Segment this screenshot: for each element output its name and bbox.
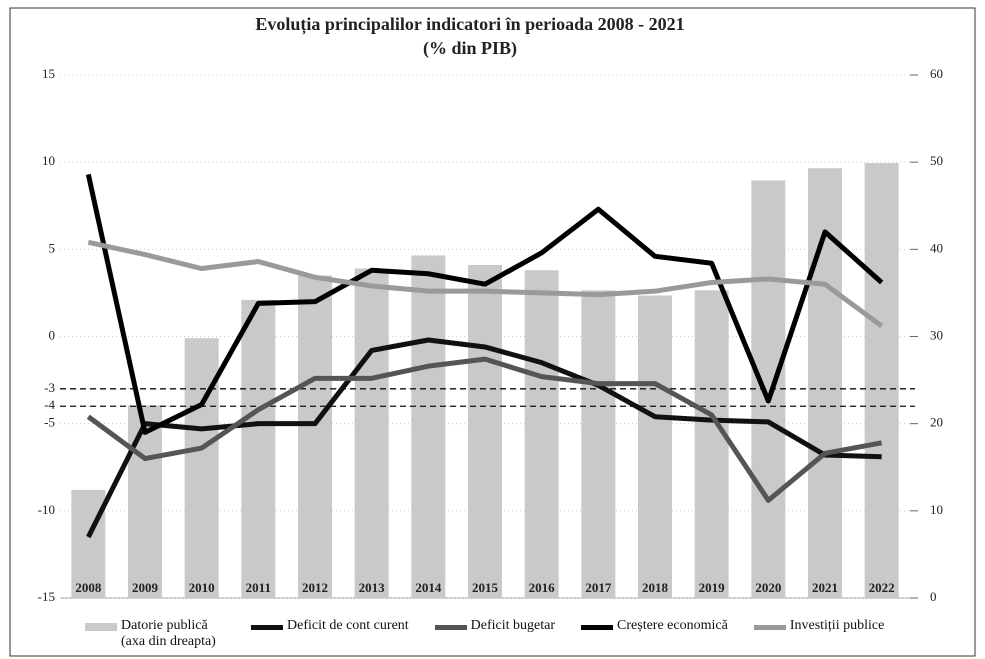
bar [298, 275, 332, 598]
line [85, 173, 884, 435]
chart-title: Evoluția principalilor indicatori în per… [255, 14, 684, 35]
y-tick-label: 5 [49, 240, 56, 255]
chart-subtitle: (% din PIB) [423, 38, 517, 59]
line [87, 239, 884, 329]
legend-item: Investiții publice [753, 618, 885, 650]
legend-swatch [581, 625, 614, 630]
legend-item: Deficit bugetar [434, 618, 556, 650]
legend-label: Deficit bugetar [470, 618, 556, 633]
y-tick-label: -15 [38, 589, 55, 604]
legend-item: Creștere economică [581, 618, 728, 650]
legend-item: Deficit de cont curent [251, 618, 409, 650]
bar [241, 299, 276, 598]
bar [468, 265, 502, 598]
x-tick-label: 2020 [755, 580, 781, 595]
x-tick-label: 2016 [529, 580, 556, 595]
x-tick-label: 2019 [699, 580, 726, 595]
y-tick-label: 10 [42, 153, 55, 168]
x-tick-label: 2013 [359, 580, 386, 595]
line [86, 356, 883, 503]
y-tick-label: -5 [44, 415, 55, 430]
legend-swatch [753, 625, 786, 630]
x-tick-label: 2008 [75, 580, 102, 595]
legend: Datorie publică (axa din dreapta) Deficit… [85, 618, 925, 650]
x-tick-label: 2009 [132, 580, 159, 595]
x-tick-label: 2021 [812, 580, 838, 595]
y2-tick-label: 40 [930, 240, 943, 255]
legend-item: Datorie publică (axa din dreapta) [85, 618, 225, 650]
legend-swatch [251, 625, 283, 630]
y2-tick-label: 10 [930, 502, 943, 517]
y2-tick-label: 20 [930, 415, 943, 430]
bar [71, 489, 106, 598]
y-tick-label: -4 [44, 397, 55, 412]
x-tick-label: 2018 [642, 580, 669, 595]
y2-tick-label: 0 [930, 589, 937, 604]
bar [581, 290, 616, 598]
legend-label: Deficit de cont curent [287, 618, 409, 633]
y2-tick-label: 60 [930, 66, 943, 81]
y-tick-label: -3 [44, 380, 55, 395]
legend-swatch [85, 623, 117, 631]
frame [9, 7, 976, 657]
x-tick-label: 2015 [472, 580, 499, 595]
y2-tick-label: 50 [930, 153, 943, 168]
legend-label: Creștere economică [617, 618, 728, 633]
bar [751, 180, 786, 598]
legend-swatch [434, 625, 467, 630]
legend-label: Investiții publice [789, 618, 885, 633]
y-tick-label: -10 [38, 502, 55, 517]
bar [128, 405, 162, 598]
x-tick-label: 2012 [302, 580, 328, 595]
bar [354, 268, 389, 598]
bar [638, 295, 672, 598]
bar [864, 163, 899, 598]
bar [184, 338, 219, 598]
bar [694, 290, 729, 598]
legend-label: Datorie publică (axa din dreapta) [121, 618, 216, 649]
x-tick-label: 2014 [415, 580, 442, 595]
y2-tick-label: 30 [930, 327, 943, 342]
x-tick-label: 2022 [869, 580, 895, 595]
bar [524, 270, 559, 598]
line [86, 337, 882, 539]
x-tick-label: 2017 [585, 580, 612, 595]
bar [411, 255, 446, 598]
x-tick-label: 2010 [189, 580, 215, 595]
y-tick-label: 15 [42, 66, 55, 81]
y-tick-label: 0 [49, 327, 56, 342]
x-tick-label: 2011 [246, 580, 271, 595]
